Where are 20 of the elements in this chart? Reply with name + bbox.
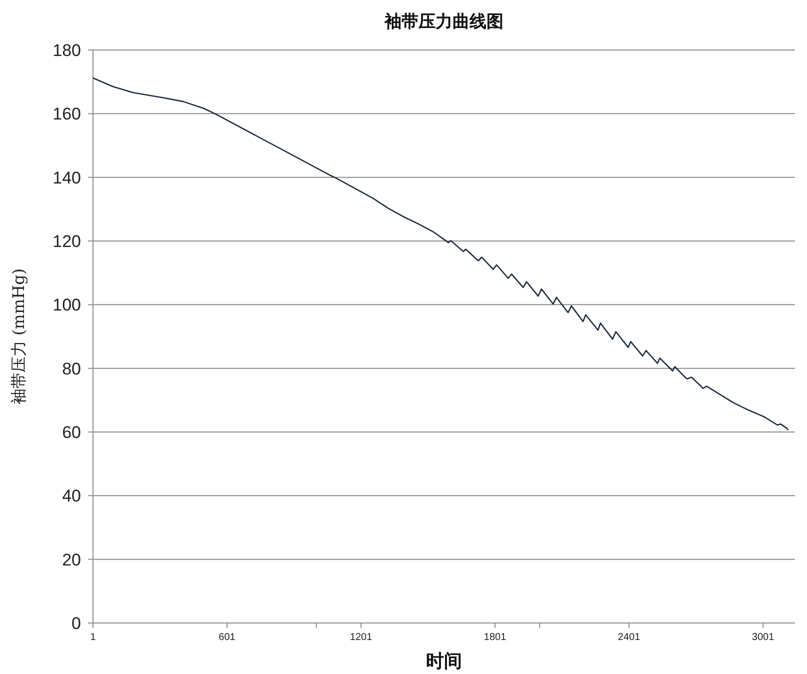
y-tick-label: 60 — [62, 423, 81, 442]
y-tick-label: 120 — [52, 232, 81, 251]
x-tick-label: 2401 — [618, 632, 641, 643]
y-tick-label: 160 — [52, 104, 81, 124]
x-tick-label: 1201 — [350, 632, 373, 643]
y-tick-label: 140 — [52, 168, 81, 188]
x-tick-label: 1801 — [484, 632, 507, 643]
line-series — [92, 77, 789, 431]
y-tick-label: 40 — [62, 486, 81, 506]
chart-title: 袖带压力曲线图 — [384, 12, 504, 32]
y-tick-label: 180 — [52, 41, 81, 60]
y-tick-label: 100 — [52, 296, 81, 315]
x-tick-label: 3001 — [752, 632, 775, 643]
y-tick-label: 80 — [62, 359, 81, 378]
y-tick-label: 0 — [72, 614, 81, 633]
y-axis-title: 袖带压力 (mmHg) — [9, 268, 28, 405]
y-tick-label: 20 — [62, 550, 81, 570]
x-axis-title: 时间 — [426, 651, 462, 672]
x-tick-label: 1 — [90, 632, 96, 643]
x-tick-label: 601 — [218, 632, 236, 643]
